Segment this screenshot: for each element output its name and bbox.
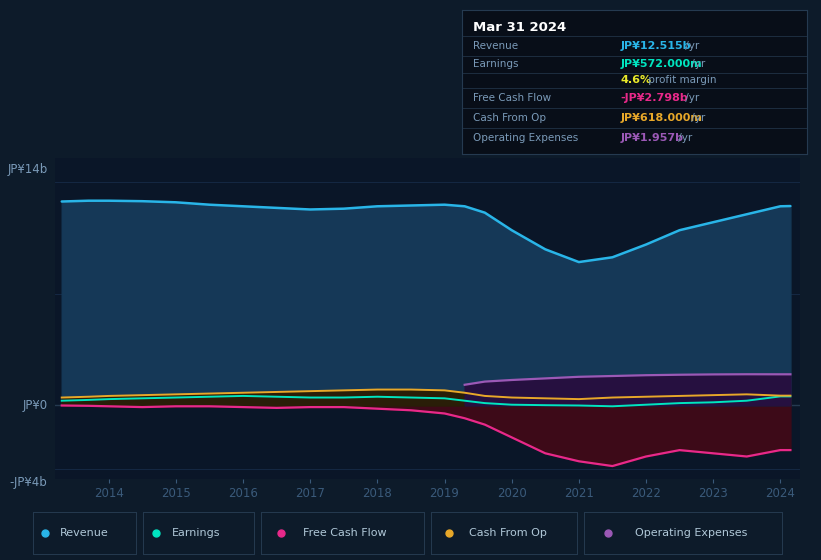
Text: /yr: /yr	[681, 41, 699, 50]
Text: Earnings: Earnings	[473, 59, 518, 69]
Text: /yr: /yr	[676, 133, 693, 143]
Text: Operating Expenses: Operating Expenses	[473, 133, 578, 143]
Text: JP¥572.000m: JP¥572.000m	[621, 59, 703, 69]
Text: /yr: /yr	[688, 113, 705, 123]
Text: JP¥1.957b: JP¥1.957b	[621, 133, 684, 143]
Text: JP¥12.515b: JP¥12.515b	[621, 41, 691, 50]
Text: -JP¥4b: -JP¥4b	[10, 475, 48, 489]
Text: JP¥618.000m: JP¥618.000m	[621, 113, 703, 123]
Text: -JP¥2.798b: -JP¥2.798b	[621, 92, 689, 102]
Text: Cash From Op: Cash From Op	[469, 529, 547, 538]
Text: Revenue: Revenue	[60, 529, 108, 538]
Text: profit margin: profit margin	[645, 75, 717, 85]
Text: Mar 31 2024: Mar 31 2024	[473, 21, 566, 34]
Text: JP¥0: JP¥0	[22, 399, 48, 412]
Text: Earnings: Earnings	[172, 529, 220, 538]
Text: Cash From Op: Cash From Op	[473, 113, 546, 123]
Text: /yr: /yr	[681, 92, 699, 102]
Text: Free Cash Flow: Free Cash Flow	[473, 92, 551, 102]
Text: /yr: /yr	[688, 59, 705, 69]
Text: 4.6%: 4.6%	[621, 75, 652, 85]
Text: Operating Expenses: Operating Expenses	[635, 529, 748, 538]
Text: Revenue: Revenue	[473, 41, 518, 50]
Text: Free Cash Flow: Free Cash Flow	[304, 529, 388, 538]
Text: JP¥14b: JP¥14b	[7, 163, 48, 176]
